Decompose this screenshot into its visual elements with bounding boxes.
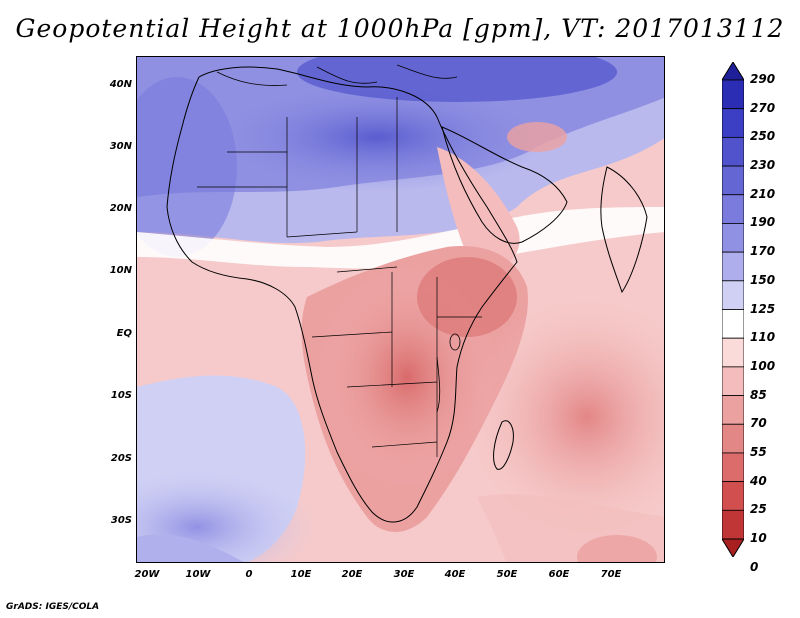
colorbar-swatch — [722, 309, 744, 339]
colorbar-bottom-triangle — [722, 538, 744, 557]
colorbar-tick-label: 85 — [750, 387, 767, 402]
colorbar-swatch — [722, 337, 744, 368]
colorbar-tick-label: 125 — [750, 301, 776, 316]
colorbar-swatch — [722, 452, 744, 483]
colorbar-tick-label: 170 — [750, 244, 776, 259]
lat-label: EQ — [116, 328, 132, 339]
lon-label: 40E — [444, 569, 466, 580]
lat-label: 40N — [109, 79, 132, 90]
lat-label: 30N — [109, 141, 132, 152]
colorbar-swatch — [722, 280, 744, 310]
colorbar-tick-label: 250 — [750, 129, 776, 144]
colorbar-tick-label: 70 — [750, 416, 767, 431]
colorbar-top-triangle — [722, 62, 744, 81]
colorbar-swatch — [722, 423, 744, 454]
chart-title: Geopotential Height at 1000hPa [gpm], VT… — [15, 14, 785, 43]
colorbar-swatch — [722, 136, 744, 167]
lon-label: 10E — [290, 569, 312, 580]
map-panel — [136, 56, 665, 563]
lon-label: 30E — [393, 569, 415, 580]
colorbar-swatch — [722, 251, 744, 282]
colorbar-tick-label: 40 — [750, 473, 767, 488]
lon-label: 50E — [496, 569, 518, 580]
colorbar-swatch — [722, 223, 744, 253]
lat-label: 20S — [110, 453, 132, 464]
colorbar-tick-label: 270 — [750, 100, 776, 115]
colorbar-swatch — [722, 366, 744, 396]
lon-label: 0 — [245, 569, 253, 580]
lon-label: 70E — [600, 569, 622, 580]
colorbar-tick-label: 25 — [750, 502, 767, 517]
colorbar-swatch — [722, 395, 744, 425]
colorbar-tick-label: 100 — [750, 358, 776, 373]
footer-credit: GrADS: IGES/COLA — [6, 602, 100, 612]
lon-label: 10W — [185, 569, 211, 580]
colorbar-tick-label: 0 — [750, 559, 759, 574]
colorbar-swatch — [722, 165, 744, 196]
lat-label: 10S — [110, 390, 132, 401]
lon-label: 60E — [548, 569, 570, 580]
colorbar-swatch — [722, 481, 744, 511]
colorbar-tick-label: 290 — [750, 72, 776, 86]
colorbar-swatch — [722, 79, 744, 110]
colorbar-tick-label: 190 — [750, 215, 776, 230]
lat-label: 20N — [109, 203, 132, 214]
colorbar-tick-label: 110 — [750, 330, 776, 345]
colorbar — [722, 62, 744, 557]
colorbar-swatch — [722, 509, 744, 540]
lon-label: 20E — [341, 569, 363, 580]
colorbar-swatch — [722, 108, 744, 138]
colorbar-tick-label: 230 — [750, 158, 776, 173]
colorbar-tick-label: 55 — [750, 444, 767, 459]
lat-label: 10N — [109, 265, 132, 276]
geopotential-field — [137, 57, 664, 562]
colorbar-tick-label: 10 — [750, 531, 767, 545]
lon-label: 20W — [134, 569, 160, 580]
colorbar-swatch — [722, 194, 744, 224]
colorbar-tick-label: 210 — [750, 186, 776, 201]
lat-label: 30S — [110, 515, 132, 526]
colorbar-tick-label: 150 — [750, 272, 776, 287]
